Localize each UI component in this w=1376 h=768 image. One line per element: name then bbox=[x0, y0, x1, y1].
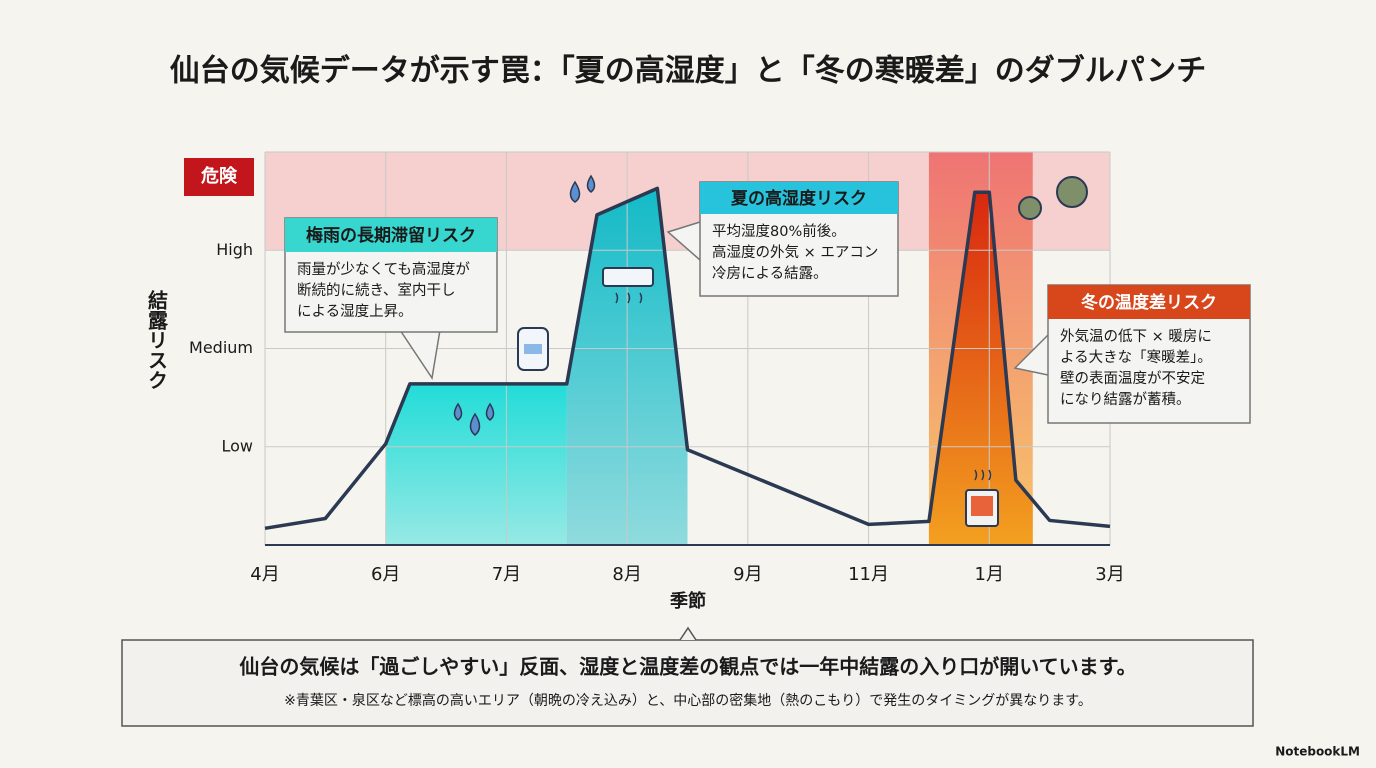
summary-note: ※青葉区・泉区など標高の高いエリア（朝晩の冷え込み）と、中心部の密集地（熱のこも… bbox=[284, 692, 1092, 709]
summary-pointer bbox=[679, 626, 697, 641]
callout-header bbox=[285, 218, 497, 252]
callout-text: よる大きな「寒暖差」。 bbox=[1060, 348, 1212, 366]
x-tick-label: 3月 bbox=[1095, 564, 1124, 585]
callout-header bbox=[1048, 285, 1250, 319]
x-tick-label: 7月 bbox=[492, 564, 521, 585]
region-area bbox=[928, 192, 1033, 545]
title: 仙台の気候データが示す罠：「夏の高湿度」と「冬の寒暖差」のダブルパンチ bbox=[170, 54, 1207, 89]
water-drops bbox=[453, 402, 495, 436]
callout-header bbox=[700, 182, 898, 214]
x-tick-label: 4月 bbox=[250, 564, 279, 585]
plot: 危険 4月 6月 7月 8月 9月 11月 1月 3月 Low Medium High bbox=[184, 151, 1125, 585]
air-conditioner-icon bbox=[602, 267, 654, 287]
callout-text: 外気温の低下 × 暖房に bbox=[1060, 328, 1212, 345]
y-tick-label: Medium bbox=[189, 338, 253, 357]
danger-badge bbox=[184, 158, 254, 196]
air-flow bbox=[615, 292, 643, 304]
callout-text: 冷房による結露。 bbox=[712, 265, 828, 282]
brand: NotebookLM bbox=[1275, 745, 1360, 759]
dehumidifier-window bbox=[524, 344, 542, 354]
x-tick-label: 6月 bbox=[371, 564, 400, 585]
risk-line bbox=[264, 186, 1111, 531]
x-tick-label: 9月 bbox=[733, 564, 762, 585]
callout-text: になり結露が蓄積。 bbox=[1060, 391, 1191, 408]
callout-title: 夏の高湿度リスク bbox=[731, 188, 867, 209]
callout-title: 冬の温度差リスク bbox=[1081, 292, 1217, 313]
callout-pointer bbox=[666, 221, 701, 261]
callout-text: による湿度上昇。 bbox=[297, 303, 413, 320]
x-axis-label: 季節 bbox=[670, 590, 706, 612]
heater-element bbox=[971, 496, 993, 516]
y-tick-label: High bbox=[216, 240, 253, 259]
x-tick-label: 11月 bbox=[848, 564, 889, 585]
callout-text: 断続的に続き、室内干し bbox=[297, 282, 455, 299]
callout-text: 雨量が少なくても高湿度が bbox=[297, 261, 470, 278]
x-tick-label: 1月 bbox=[975, 564, 1004, 585]
summary-text: 仙台の気候は「過ごしやすい」反面、湿度と温度差の観点では一年中結露の入り口が開い… bbox=[239, 655, 1136, 679]
callout-text: 壁の表面温度が不安定 bbox=[1060, 370, 1205, 387]
callout-text: 高湿度の外気 × エアコン bbox=[712, 244, 878, 261]
callout-pointer bbox=[399, 329, 441, 380]
virus-icon bbox=[1018, 196, 1042, 220]
y-tick-label: Low bbox=[221, 436, 253, 455]
x-tick-label: 8月 bbox=[612, 564, 641, 585]
y-axis-label: 結露リスク bbox=[145, 289, 169, 390]
annotations: 梅雨の長期滞留リスク雨量が少なくても高湿度が断続的に続き、室内干しによる湿度上昇… bbox=[284, 181, 1251, 424]
callout-text: 平均湿度80%前後。 bbox=[712, 223, 846, 240]
icons bbox=[453, 174, 1088, 527]
heat-waves bbox=[974, 469, 992, 481]
callout-title: 梅雨の長期滞留リスク bbox=[306, 225, 476, 246]
summary-frame bbox=[121, 639, 1254, 727]
virus-icon bbox=[1056, 176, 1088, 208]
callout-pointer bbox=[1013, 334, 1049, 376]
region-area bbox=[385, 383, 567, 545]
danger-label: 危険 bbox=[200, 165, 238, 187]
summary-box: 仙台の気候は「過ごしやすい」反面、湿度と温度差の観点では一年中結露の入り口が開い… bbox=[121, 626, 1254, 727]
water-drops bbox=[569, 174, 596, 203]
